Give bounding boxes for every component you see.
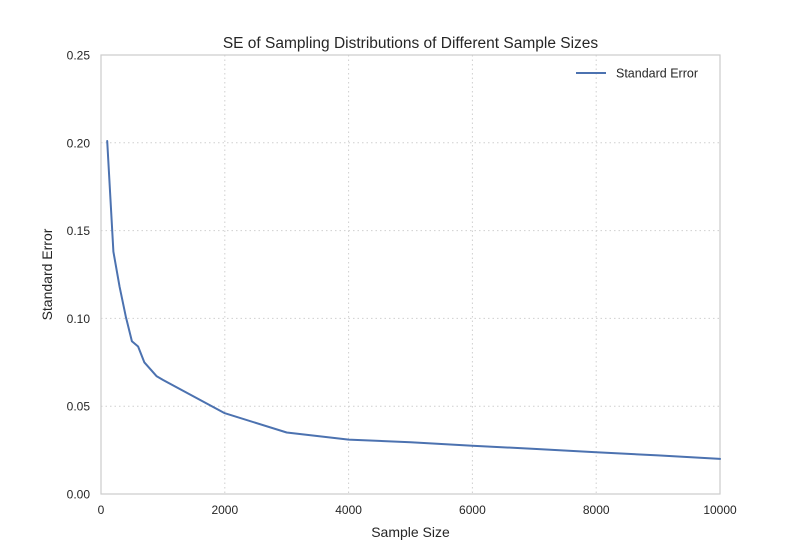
y-axis-ticks: 0.00 0.05 0.10 0.15 0.20 0.25 <box>67 49 91 502</box>
x-axis-ticks: 0 2000 4000 6000 8000 10000 <box>98 503 737 517</box>
y-tick-label: 0.20 <box>67 136 91 150</box>
legend: Standard Error <box>576 67 698 81</box>
y-axis-label: Standard Error <box>39 228 55 320</box>
legend-label: Standard Error <box>616 67 698 81</box>
y-tick-label: 0.10 <box>67 312 91 326</box>
x-axis-label: Sample Size <box>371 524 450 540</box>
x-tick-label: 10000 <box>703 503 737 517</box>
y-tick-label: 0.05 <box>67 400 91 414</box>
chart-title: SE of Sampling Distributions of Differen… <box>223 35 599 52</box>
series-layer <box>106 140 721 460</box>
x-tick-label: 8000 <box>583 503 610 517</box>
x-tick-label: 2000 <box>211 503 238 517</box>
y-tick-label: 0.00 <box>67 488 91 502</box>
grid <box>101 55 720 494</box>
y-tick-label: 0.25 <box>67 49 91 63</box>
series-line <box>106 140 721 460</box>
x-tick-label: 6000 <box>459 503 486 517</box>
x-tick-label: 0 <box>98 503 105 517</box>
x-tick-label: 4000 <box>335 503 362 517</box>
y-tick-label: 0.15 <box>67 224 91 238</box>
plot-frame <box>100 54 721 495</box>
